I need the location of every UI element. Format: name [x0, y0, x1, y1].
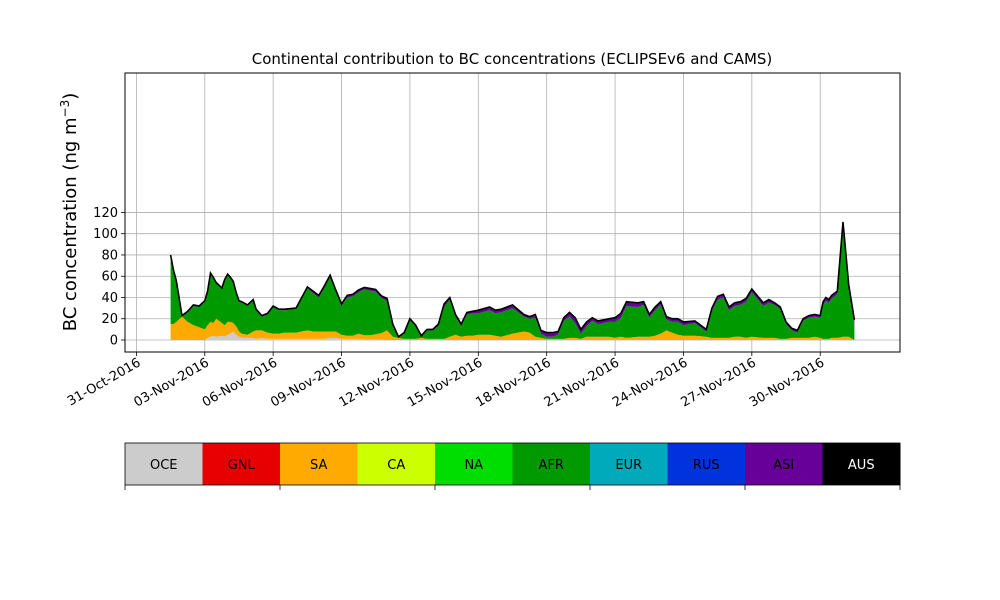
- y-tick-label: 20: [101, 312, 118, 327]
- area-oce: [170, 331, 855, 340]
- legend-swatch-na: [435, 443, 513, 485]
- legend-swatch-gnl: [202, 443, 281, 485]
- legend-label-asi: ASI: [773, 458, 794, 473]
- y-axis-label-superscript: −3: [58, 100, 72, 118]
- total-outline: [169, 221, 856, 339]
- y-axis-label: BC concentration (ng m−3): [58, 93, 81, 332]
- legend-swatch-aus: [822, 443, 901, 485]
- y-tick-label: 80: [101, 248, 118, 263]
- area-sa: [170, 316, 855, 340]
- legend-label-aus: AUS: [848, 458, 875, 473]
- legend-label-sa: SA: [310, 458, 327, 473]
- legend-colorbar: OCE GNL SA CA NA AFR EUR RUS ASI AUS: [124, 442, 901, 490]
- total-line: [169, 221, 856, 339]
- y-axis-label-main: BC concentration (ng m: [60, 117, 81, 331]
- legend-label-eur: EUR: [615, 458, 642, 473]
- legend-label-oce: OCE: [150, 458, 178, 473]
- legend-label-afr: AFR: [539, 458, 564, 473]
- legend-swatch-ca: [357, 443, 436, 485]
- legend-swatch-oce: [125, 443, 203, 485]
- chart-title: Continental contribution to BC concentra…: [252, 50, 773, 68]
- y-axis-label-close: ): [60, 93, 81, 100]
- legend-swatch-eur: [590, 443, 668, 485]
- legend-swatch-sa: [280, 443, 358, 485]
- y-tick-label: 60: [101, 270, 118, 285]
- legend-frame: [124, 442, 901, 486]
- y-tick-label: 40: [101, 291, 118, 306]
- legend-swatch-afr: [512, 443, 591, 485]
- area-series: [170, 222, 855, 340]
- legend-label-gnl: GNL: [228, 458, 256, 473]
- legend-swatch-asi: [745, 443, 823, 485]
- y-tick-label: 120: [93, 206, 118, 221]
- legend-label-na: NA: [464, 458, 483, 473]
- y-tick-label: 100: [93, 227, 118, 242]
- area-afr: [170, 230, 855, 340]
- legend-swatch-rus: [667, 443, 746, 485]
- y-axis-ticks: 0 20 40 60 80 100 120: [93, 206, 125, 349]
- legend-label-ca: CA: [387, 458, 405, 473]
- legend-label-rus: RUS: [693, 458, 720, 473]
- y-tick-label: 0: [110, 334, 118, 349]
